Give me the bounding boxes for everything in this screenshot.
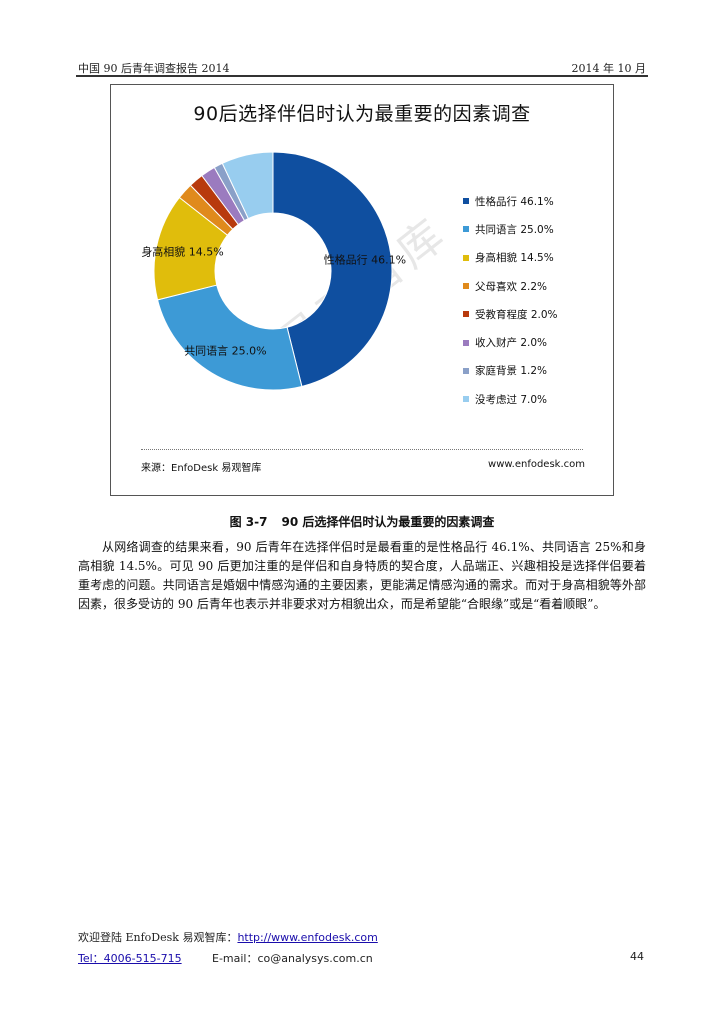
footer-welcome-text: 欢迎登陆 EnfoDesk 易观智库：: [78, 931, 238, 944]
chart-legend: 性格品行 46.1% 共同语言 25.0% 身高相貌 14.5% 父母喜欢 2.2% 受…: [463, 187, 613, 413]
figure-caption: 图 3-7 90 后选择伴侣时认为最重要的因素调查: [0, 513, 724, 530]
legend-label: 身高相貌 14.5%: [475, 252, 554, 265]
footer-tel-link[interactable]: Tel：4006-515-715: [78, 952, 182, 965]
chart-title: 90后选择伴侣时认为最重要的因素调查: [193, 103, 531, 125]
legend-item-4: 受教育程度 2.0%: [463, 300, 613, 328]
legend-swatch: [463, 367, 469, 374]
slice-data-label-1: 共同语言 25.0%: [184, 344, 266, 357]
chart-website: www.enfodesk.com: [488, 459, 585, 470]
header-date: 2014 年 10 月: [571, 62, 646, 75]
chart-source: 来源：EnfoDesk 易观智库: [141, 463, 262, 474]
slice-data-label-0: 性格品行 46.1%: [324, 253, 406, 267]
donut-chart: 性格品行 46.1% 共同语言 25.0% 身高相貌 14.5%: [141, 151, 406, 391]
caption-text: 90 后选择伴侣时认为最重要的因素调查: [281, 515, 495, 529]
legend-label: 收入财产 2.0%: [475, 337, 548, 350]
footer-tel: Tel：4006-515-715: [78, 950, 182, 966]
legend-item-0: 性格品行 46.1%: [463, 187, 613, 215]
footer-email: E-mail：co@analysys.com.cn: [212, 952, 373, 965]
legend-item-3: 父母喜欢 2.2%: [463, 272, 613, 300]
donut-slice-1: [156, 284, 303, 391]
donut-slice-0: [272, 151, 393, 388]
legend-swatch: [463, 254, 469, 261]
legend-swatch: [463, 396, 469, 403]
body-paragraph: 从网络调查的结果来看，90 后青年在选择伴侣时是最看重的是性格品行 46.1%、…: [78, 540, 646, 611]
footer-url-link[interactable]: http://www.enfodesk.com: [237, 931, 378, 944]
legend-item-6: 家庭背景 1.2%: [463, 357, 613, 385]
legend-label: 父母喜欢 2.2%: [475, 280, 548, 293]
legend-item-2: 身高相貌 14.5%: [463, 244, 613, 272]
slice-data-label-2: 身高相貌 14.5%: [141, 245, 223, 259]
header-report-title: 中国 90 后青年调查报告 2014: [78, 62, 230, 75]
legend-label: 共同语言 25.0%: [475, 223, 554, 236]
legend-swatch: [463, 198, 469, 205]
chart-figure: 易观智库 90后选择伴侣时认为最重要的因素调查 性格品行 46.1%共同语言 2…: [110, 84, 614, 496]
legend-swatch: [463, 283, 469, 290]
figure-divider: [141, 449, 583, 450]
legend-item-5: 收入财产 2.0%: [463, 328, 613, 356]
legend-swatch: [463, 339, 469, 346]
legend-item-7: 没考虑过 7.0%: [463, 385, 613, 413]
legend-swatch: [463, 311, 469, 318]
legend-label: 没考虑过 7.0%: [475, 393, 548, 406]
legend-swatch: [463, 226, 469, 233]
legend-label: 受教育程度 2.0%: [475, 308, 558, 321]
legend-label: 家庭背景 1.2%: [475, 365, 548, 378]
footer-welcome: 欢迎登陆 EnfoDesk 易观智库：http://www.enfodesk.c…: [78, 929, 378, 945]
legend-label: 性格品行 46.1%: [475, 195, 554, 208]
legend-item-1: 共同语言 25.0%: [463, 215, 613, 243]
donut-slice-7: [221, 151, 274, 220]
caption-number: 图 3-7: [229, 515, 268, 529]
header-divider: [76, 75, 648, 77]
page-number: 44: [630, 950, 644, 963]
